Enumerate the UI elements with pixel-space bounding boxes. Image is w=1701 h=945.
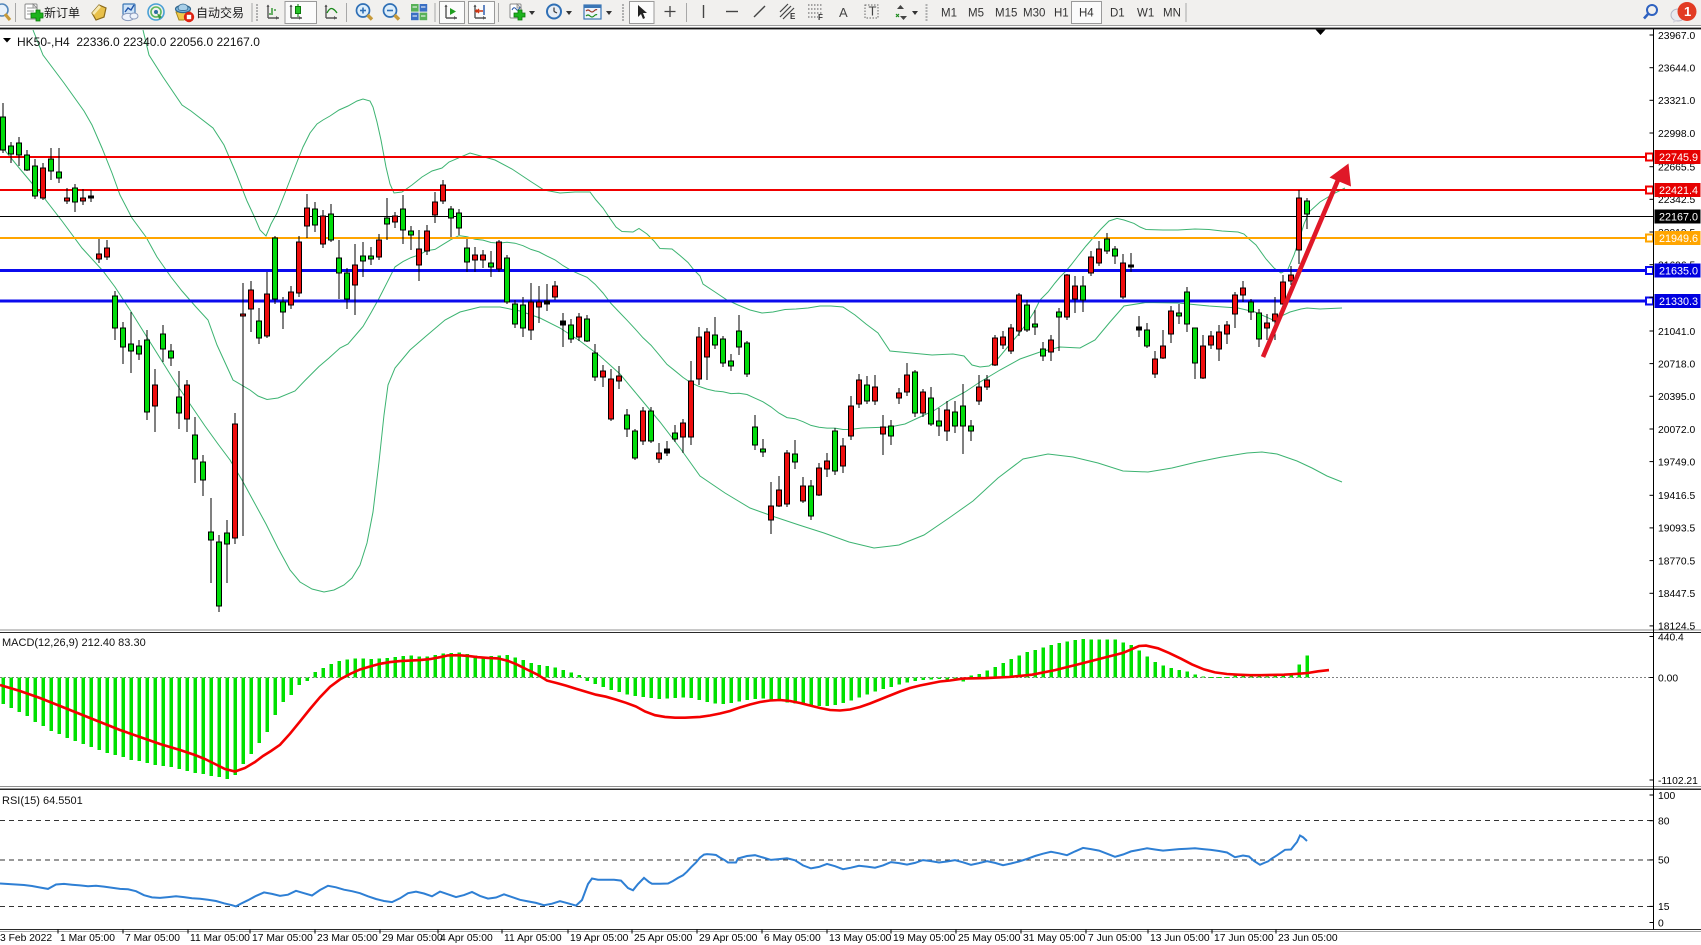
svg-text:23 Jun 05:00: 23 Jun 05:00 <box>1278 933 1338 944</box>
svg-text:23 Mar 05:00: 23 Mar 05:00 <box>317 933 378 944</box>
svg-text:19 May 05:00: 19 May 05:00 <box>893 933 956 944</box>
svg-text:21949.6: 21949.6 <box>1659 233 1698 245</box>
svg-text:15: 15 <box>1658 902 1670 913</box>
svg-text:MACD(12,26,9) 212.40 83.30: MACD(12,26,9) 212.40 83.30 <box>2 637 146 649</box>
svg-text:W1: W1 <box>1137 8 1154 20</box>
svg-text:13 Jun 05:00: 13 Jun 05:00 <box>1150 933 1210 944</box>
svg-text:21330.3: 21330.3 <box>1659 296 1698 308</box>
svg-text:80: 80 <box>1658 817 1670 828</box>
svg-text:H4: H4 <box>1079 8 1094 20</box>
svg-text:M15: M15 <box>995 8 1017 20</box>
svg-text:22342.5: 22342.5 <box>1658 195 1695 206</box>
svg-text:31 May 05:00: 31 May 05:00 <box>1023 933 1086 944</box>
svg-text:29 Apr 05:00: 29 Apr 05:00 <box>699 933 758 944</box>
svg-text:100: 100 <box>1658 791 1675 802</box>
svg-text:18447.5: 18447.5 <box>1658 589 1695 600</box>
svg-text:22665.5: 22665.5 <box>1658 163 1695 174</box>
svg-text:50: 50 <box>1658 856 1670 867</box>
svg-text:HK50-,H4 22336.0 22340.0 2205: HK50-,H4 22336.0 22340.0 22056.0 22167.0 <box>17 35 260 49</box>
svg-text:25 May 05:00: 25 May 05:00 <box>958 933 1021 944</box>
svg-text:19749.0: 19749.0 <box>1658 457 1695 468</box>
svg-text:1 Mar 05:00: 1 Mar 05:00 <box>60 933 115 944</box>
svg-text:25 Apr 05:00: 25 Apr 05:00 <box>634 933 693 944</box>
svg-text:20395.0: 20395.0 <box>1658 392 1695 403</box>
svg-text:19 Apr 05:00: 19 Apr 05:00 <box>570 933 629 944</box>
svg-text:-1102.21: -1102.21 <box>1658 776 1698 787</box>
svg-text:18770.5: 18770.5 <box>1658 556 1695 567</box>
svg-text:新订单: 新订单 <box>44 5 80 20</box>
svg-text:M30: M30 <box>1023 8 1045 20</box>
svg-text:0.00: 0.00 <box>1658 673 1678 684</box>
svg-text:23644.0: 23644.0 <box>1658 64 1695 75</box>
svg-text:F: F <box>818 13 823 22</box>
svg-text:23967.0: 23967.0 <box>1658 31 1695 42</box>
svg-text:M5: M5 <box>968 8 984 20</box>
svg-text:6 May 05:00: 6 May 05:00 <box>764 933 821 944</box>
svg-text:11 Apr 05:00: 11 Apr 05:00 <box>504 933 562 944</box>
svg-text:自动交易: 自动交易 <box>196 5 244 20</box>
svg-text:T: T <box>869 4 877 19</box>
svg-text:19093.5: 19093.5 <box>1658 524 1695 535</box>
svg-text:D1: D1 <box>1110 8 1125 20</box>
svg-text:22167.0: 22167.0 <box>1659 211 1698 223</box>
svg-text:18124.5: 18124.5 <box>1658 622 1695 633</box>
svg-text:21041.0: 21041.0 <box>1658 327 1695 338</box>
svg-text:7 Jun 05:00: 7 Jun 05:00 <box>1088 933 1142 944</box>
svg-text:11 Mar 05:00: 11 Mar 05:00 <box>190 933 250 944</box>
svg-text:13 May 05:00: 13 May 05:00 <box>829 933 892 944</box>
svg-text:1: 1 <box>1684 4 1691 19</box>
svg-text:E: E <box>790 12 796 21</box>
svg-text:H1: H1 <box>1054 8 1069 20</box>
svg-text:22421.4: 22421.4 <box>1659 185 1698 197</box>
svg-text:20718.0: 20718.0 <box>1658 359 1695 370</box>
svg-text:A: A <box>839 5 848 20</box>
svg-text:22998.0: 22998.0 <box>1658 129 1695 140</box>
svg-text:29 Mar 05:00: 29 Mar 05:00 <box>382 933 443 944</box>
svg-text:22745.9: 22745.9 <box>1659 152 1698 164</box>
svg-text:19416.5: 19416.5 <box>1658 491 1695 502</box>
svg-text:17 Jun 05:00: 17 Jun 05:00 <box>1214 933 1274 944</box>
svg-text:MN: MN <box>1163 8 1181 20</box>
svg-text:0: 0 <box>1658 918 1664 929</box>
svg-text:3 Feb 2022: 3 Feb 2022 <box>0 933 52 944</box>
svg-text:4 Apr 05:00: 4 Apr 05:00 <box>440 933 493 944</box>
svg-text:23321.0: 23321.0 <box>1658 96 1695 107</box>
svg-text:440.4: 440.4 <box>1658 632 1684 643</box>
svg-text:21635.0: 21635.0 <box>1659 265 1698 277</box>
svg-text:20072.0: 20072.0 <box>1658 425 1695 436</box>
svg-text:M1: M1 <box>941 8 957 20</box>
svg-text:17 Mar 05:00: 17 Mar 05:00 <box>252 933 313 944</box>
svg-text:7 Mar 05:00: 7 Mar 05:00 <box>125 933 180 944</box>
svg-text:RSI(15) 64.5501: RSI(15) 64.5501 <box>2 795 83 807</box>
